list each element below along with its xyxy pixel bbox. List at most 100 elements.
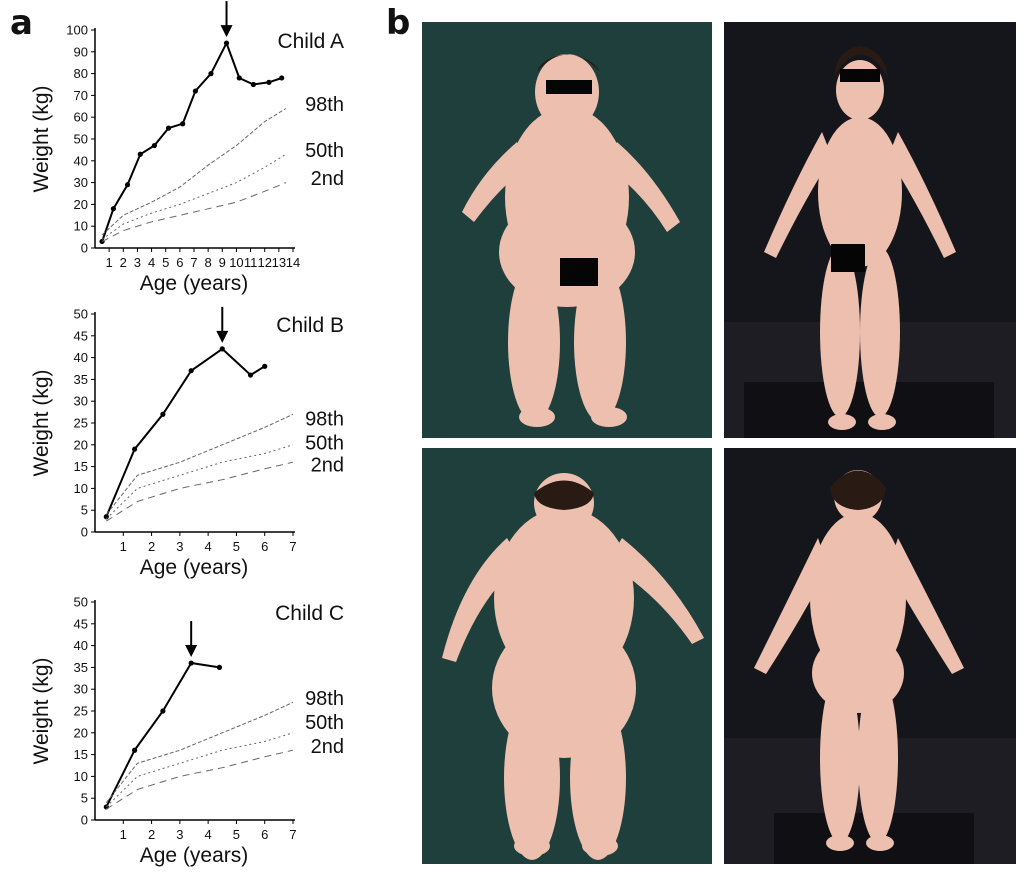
chart-a-y-tick-label: 70 — [74, 88, 88, 103]
chart-c-y-tick-label: 35 — [74, 660, 88, 675]
chart-a-data-point — [110, 206, 116, 212]
chart-c-y-tick-label: 40 — [74, 638, 88, 653]
chart-a-y-tick-label: 80 — [74, 66, 88, 81]
chart-a-x-tick-label: 4 — [148, 255, 155, 270]
chart-b-label-2nd: 2nd — [311, 454, 344, 476]
chart-c-arrow-head — [185, 645, 198, 658]
chart-a-label-2nd: 2nd — [311, 168, 344, 190]
chart-b-series-50th-line — [105, 444, 294, 520]
chart-c-y-tick-label: 20 — [74, 725, 88, 740]
chart-c-series-weight-line — [105, 661, 220, 808]
chart-b-x-tick-label: 2 — [148, 539, 155, 554]
chart-a-label-50th: 50th — [305, 140, 344, 162]
chart-a-data-point — [165, 125, 172, 131]
chart-c-y-tick-label: 15 — [74, 747, 88, 762]
chart-b-data-point — [160, 411, 166, 417]
chart-c-y-tick-label: 25 — [74, 704, 88, 719]
chart-a-y-tick-label: 20 — [74, 197, 88, 212]
photo-front-before-figure — [422, 22, 712, 438]
chart-c-x-axis-label: Age (years) — [140, 844, 249, 867]
chart-a-y-tick-label: 90 — [74, 44, 88, 59]
chart-b-y-tick-label: 20 — [74, 437, 88, 452]
chart-b-series-2nd-line — [106, 461, 294, 522]
chart-b-arrow-head — [216, 330, 229, 343]
chart-c-y-tick-label: 50 — [74, 595, 88, 610]
chart-a-x-tick-label: 2 — [120, 255, 127, 270]
chart-a-data-point — [266, 79, 272, 85]
chart-b-title: Child B — [276, 314, 344, 337]
chart-a-y-tick-label: 50 — [74, 132, 88, 147]
chart-c-y-tick-label: 0 — [81, 813, 88, 828]
chart-a-data-point — [180, 121, 186, 127]
chart-c-y-tick-label: 5 — [81, 791, 88, 806]
chart-b-y-tick-label: 25 — [74, 416, 88, 431]
chart-a-y-tick-label: 10 — [74, 219, 88, 234]
chart-a-x-tick-label: 14 — [286, 255, 300, 270]
chart-b-x-tick-label: 7 — [289, 539, 296, 554]
chart-b-y-tick-label: 10 — [74, 481, 88, 496]
chart-a-data-point — [223, 40, 230, 46]
chart-b-y-tick-label: 50 — [74, 307, 88, 322]
photo-front-after-figure — [724, 22, 1016, 438]
chart-b-data-point — [247, 372, 254, 378]
chart-a-arrow-head — [220, 25, 233, 38]
chart-b-x-tick-label: 3 — [176, 539, 183, 554]
chart-c-title: Child C — [275, 602, 344, 625]
chart-b-y-tick-label: 30 — [74, 394, 88, 409]
chart-a-x-tick-label: 5 — [162, 255, 169, 270]
chart-a-label-98th: 98th — [305, 94, 344, 116]
chart-a-x-tick-label: 9 — [219, 255, 226, 270]
photo-front-before — [422, 22, 712, 438]
chart-b-x-axis-label: Age (years) — [140, 556, 249, 579]
chart-a-data-point — [279, 75, 285, 81]
chart-a-data-point — [151, 142, 157, 149]
chart-a-data-point — [192, 88, 199, 94]
chart-b-data-point — [219, 346, 225, 352]
chart-b-data-point — [132, 446, 138, 452]
chart-b-label-50th: 50th — [305, 433, 344, 455]
chart-a-series-98th-line — [101, 108, 287, 236]
chart-b-y-tick-label: 45 — [74, 328, 88, 343]
photo-back-before — [422, 448, 712, 864]
chart-b-y-tick-label: 0 — [81, 525, 88, 540]
chart-c-label-50th: 50th — [305, 712, 344, 734]
chart-c-data-point — [160, 708, 166, 714]
chart-b-label-98th: 98th — [305, 409, 344, 431]
chart-a-x-tick-label: 12 — [257, 255, 271, 270]
chart-a-x-tick-label: 6 — [176, 255, 183, 270]
chart-c-x-tick-label: 3 — [176, 827, 183, 842]
photo-back-after-figure — [724, 448, 1016, 864]
chart-a-title: Child A — [277, 30, 344, 53]
chart-b-y-tick-label: 40 — [74, 350, 88, 365]
chart-a-y-axis-label: Weight (kg) — [30, 86, 53, 193]
chart-c-y-tick-label: 45 — [74, 616, 88, 631]
chart-b-x-tick-label: 4 — [205, 539, 212, 554]
chart-c-label-2nd: 2nd — [311, 736, 344, 758]
chart-a-x-tick-label: 8 — [205, 255, 212, 270]
chart-b-x-tick-label: 1 — [120, 539, 127, 554]
chart-a-y-tick-label: 30 — [74, 175, 88, 190]
chart-c-x-tick-label: 5 — [233, 827, 240, 842]
chart-c-data-point — [216, 664, 223, 671]
chart-c-y-axis-label: Weight (kg) — [30, 658, 53, 765]
chart-c-x-tick-label: 6 — [261, 827, 268, 842]
chart-c-data-point — [188, 660, 194, 666]
chart-a-y-tick-label: 60 — [74, 110, 88, 125]
chart-a-x-tick-label: 3 — [134, 255, 141, 270]
chart-a-x-tick-label: 7 — [190, 255, 197, 270]
chart-a-data-point — [124, 182, 131, 188]
chart-a-series-50th-line — [101, 153, 287, 240]
chart-c-y-tick-label: 30 — [74, 682, 88, 697]
chart-b-x-tick-label: 5 — [233, 539, 240, 554]
chart-b-data-point — [262, 363, 268, 369]
chart-a-data-point — [137, 151, 143, 157]
chart-a-y-tick-label: 0 — [81, 241, 88, 256]
chart-c-label-98th: 98th — [305, 688, 344, 710]
chart-a-x-tick-label: 10 — [229, 255, 243, 270]
chart-c-x-tick-label: 2 — [148, 827, 155, 842]
chart-b-y-tick-label: 35 — [74, 372, 88, 387]
chart-c-series-98th-line — [105, 701, 294, 803]
chart-c-x-tick-label: 7 — [289, 827, 296, 842]
chart-a-y-tick-label: 40 — [74, 153, 88, 168]
